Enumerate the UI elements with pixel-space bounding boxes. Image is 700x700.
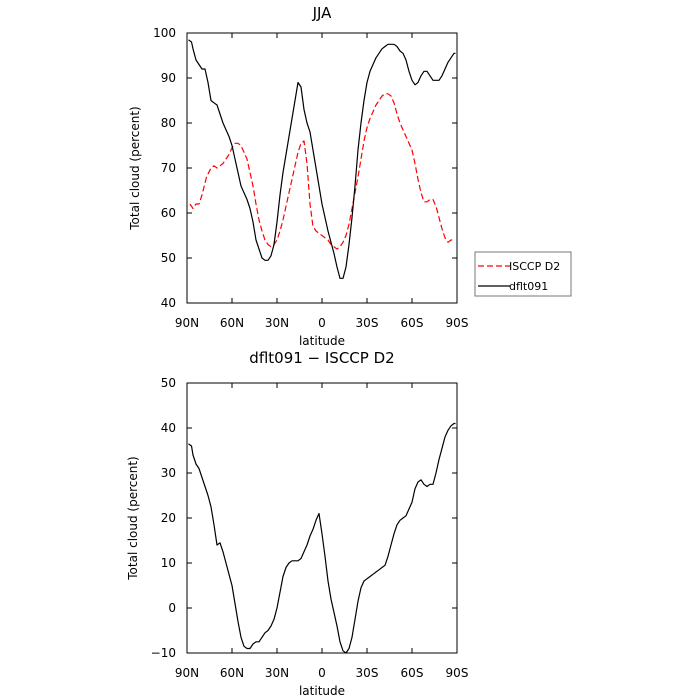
x-tick-label: 30N xyxy=(265,666,289,680)
legend-box xyxy=(474,251,572,297)
x-tick-label: 30S xyxy=(356,316,379,330)
series-line-difference xyxy=(188,422,456,654)
x-tick-label: 60N xyxy=(220,316,244,330)
chart-bottom: dflt091 − ISCCP D2 −10 0 10 20 30 40 50 … xyxy=(126,349,468,698)
series-line-dflt091 xyxy=(188,39,456,279)
x-tick-label: 30S xyxy=(356,666,379,680)
y-tick-label: 50 xyxy=(161,251,176,265)
series-group xyxy=(188,39,456,279)
x-axis-label: latitude xyxy=(299,684,345,698)
x-tick-label: 0 xyxy=(318,666,326,680)
y-axis-label: Total cloud (percent) xyxy=(126,456,140,580)
series-line-isccp-d2 xyxy=(189,93,454,250)
x-tick-label: 90S xyxy=(446,666,469,680)
legend-label: dflt091 xyxy=(509,280,548,293)
axis-ticks xyxy=(186,382,458,654)
x-tick-label: 0 xyxy=(318,316,326,330)
y-tick-label: −10 xyxy=(151,646,176,660)
chart-title: JJA xyxy=(312,4,333,22)
y-tick-label: 70 xyxy=(161,161,176,175)
y-tick-label: 20 xyxy=(161,511,176,525)
y-tick-label: 0 xyxy=(168,601,176,615)
axis-ticks xyxy=(186,32,458,304)
y-tick-label: 100 xyxy=(153,26,176,40)
x-tick-label: 90N xyxy=(175,666,199,680)
series-group xyxy=(188,422,456,654)
y-tick-label: 90 xyxy=(161,71,176,85)
legend: ISCCP D2 dflt091 xyxy=(474,251,572,297)
x-tick-label: 30N xyxy=(265,316,289,330)
y-tick-label: 40 xyxy=(161,296,176,310)
y-tick-label: 30 xyxy=(161,466,176,480)
chart-top: JJA 40 50 60 70 80 90 100 90N 60N 30N 0 … xyxy=(128,4,572,348)
plot-frame xyxy=(186,382,458,654)
x-tick-label: 90S xyxy=(446,316,469,330)
chart-title: dflt091 − ISCCP D2 xyxy=(249,349,394,367)
x-axis-label: latitude xyxy=(299,334,345,348)
legend-label: ISCCP D2 xyxy=(509,260,560,273)
x-tick-label: 90N xyxy=(175,316,199,330)
x-tick-label: 60S xyxy=(401,316,424,330)
x-tick-label: 60N xyxy=(220,666,244,680)
x-tick-label: 60S xyxy=(401,666,424,680)
y-tick-label: 40 xyxy=(161,421,176,435)
y-tick-label: 60 xyxy=(161,206,176,220)
y-tick-label: 10 xyxy=(161,556,176,570)
plot-frame xyxy=(186,32,458,304)
y-tick-label: 80 xyxy=(161,116,176,130)
y-tick-label: 50 xyxy=(161,376,176,390)
y-axis-label: Total cloud (percent) xyxy=(128,106,142,230)
